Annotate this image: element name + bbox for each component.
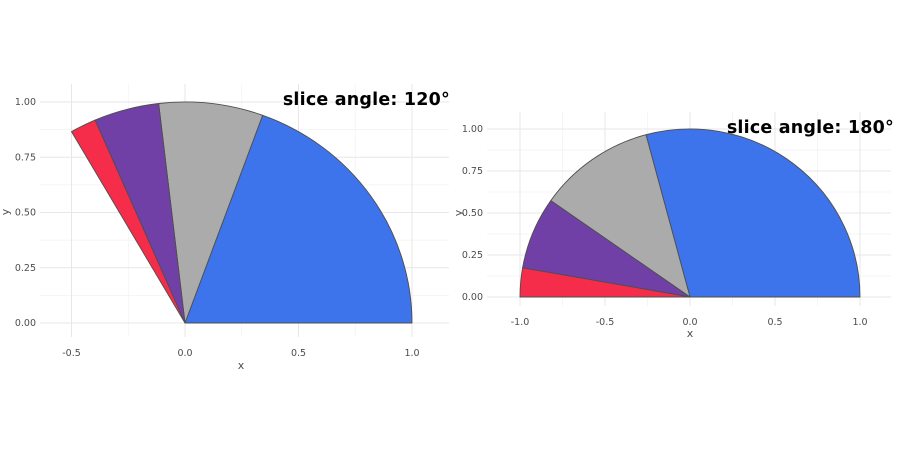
y-tick-label: 0.00 [15, 318, 36, 329]
axis-labels-group: -0.5 0.0 0.5 1.0 0.00 0.25 0.50 0.75 1.00 x y [0, 97, 420, 372]
pie-slices-group [71, 101, 413, 324]
x-tick-label: 1.0 [404, 348, 419, 359]
y-tick-label: 0.75 [15, 152, 36, 163]
pie-slice-blue [184, 114, 413, 324]
pie-slice-blue [645, 128, 861, 298]
y-tick-label: 0.25 [15, 263, 36, 274]
x-tick-label: 1.0 [852, 317, 867, 328]
y-tick-label: 0.75 [462, 166, 483, 177]
chart-panel-180: -1.0 -0.5 0.0 0.5 1.0 0.00 0.25 0.50 0.75 1.00 x y s… [450, 0, 900, 450]
x-tick-label: 0.5 [767, 317, 782, 328]
pie-slices-group [519, 128, 861, 298]
y-axis-title: y [452, 209, 465, 216]
x-tick-label: -1.0 [511, 317, 530, 328]
x-tick-label: -0.5 [62, 348, 81, 359]
axis-labels-group: -1.0 -0.5 0.0 0.5 1.0 0.00 0.25 0.50 0.75 1.00 x y [452, 124, 868, 340]
chart-title: slice angle: 180° [727, 118, 894, 138]
x-tick-label: 0.0 [682, 317, 697, 328]
pie-slice-red [519, 267, 691, 298]
y-tick-label: 1.00 [462, 124, 483, 135]
chart-title: slice angle: 120° [283, 90, 450, 110]
y-axis-title: y [0, 208, 12, 215]
chart-svg-1: -1.0 -0.5 0.0 0.5 1.0 0.00 0.25 0.50 0.75 1.00 x y s… [452, 112, 894, 340]
y-tick-label: 1.00 [15, 97, 36, 108]
y-tick-label: 0.50 [15, 208, 36, 219]
pie-slice-red [71, 119, 186, 324]
y-tick-label: 0.50 [462, 208, 483, 219]
chart-svg-0: -0.5 0.0 0.5 1.0 0.00 0.25 0.50 0.75 1.00 x y slice… [0, 84, 450, 372]
y-tick-label: 0.00 [462, 292, 483, 303]
x-tick-label: -0.5 [596, 317, 615, 328]
pie-slice-grey [158, 101, 264, 324]
x-tick-label: 0.0 [177, 348, 192, 359]
x-axis-title: x [687, 327, 694, 340]
pie-slice-grey [550, 134, 691, 298]
x-tick-label: 0.5 [291, 348, 306, 359]
x-axis-title: x [238, 359, 245, 372]
y-tick-label: 0.25 [462, 250, 483, 261]
chart-panel-120: -0.5 0.0 0.5 1.0 0.00 0.25 0.50 0.75 1.00 x y slice… [0, 84, 450, 372]
